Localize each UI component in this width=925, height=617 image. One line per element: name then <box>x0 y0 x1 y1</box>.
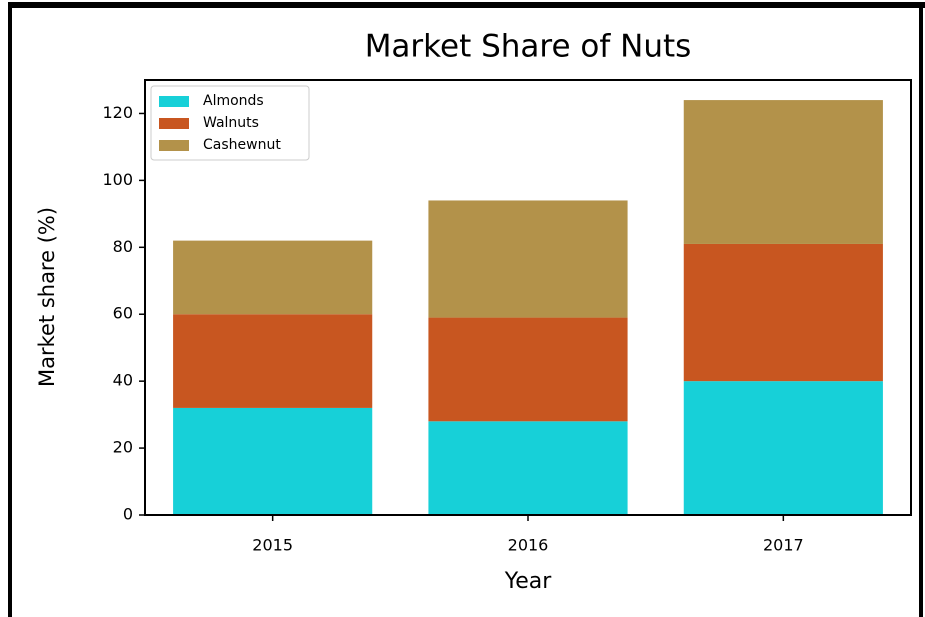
x-tick-label: 2017 <box>763 536 804 555</box>
bar-segment <box>428 421 628 515</box>
y-tick-label: 100 <box>102 170 133 189</box>
legend-swatch <box>159 118 189 129</box>
bar-segment <box>173 314 373 408</box>
legend-box <box>150 85 310 161</box>
chart-title: Market Share of Nuts <box>365 29 692 65</box>
x-tick-label: 2015 <box>252 536 293 555</box>
bar-segment <box>683 381 883 515</box>
bar-segment <box>683 100 883 244</box>
bar-segment <box>428 200 628 318</box>
x-tick-label: 2016 <box>508 536 549 555</box>
legend-label: Cashewnut <box>203 137 281 153</box>
y-tick-label: 60 <box>113 304 133 323</box>
y-tick-label: 80 <box>113 237 133 256</box>
bar-segment <box>173 240 373 315</box>
y-tick-label: 20 <box>113 438 133 457</box>
legend-swatch <box>159 140 189 151</box>
bar-segment <box>173 407 373 515</box>
bar-segment <box>683 243 883 382</box>
legend-label: Almonds <box>203 93 264 109</box>
y-tick-label: 40 <box>113 371 133 390</box>
bar-segment <box>428 317 628 422</box>
legend-label: Walnuts <box>203 115 259 131</box>
legend-swatch <box>159 96 189 107</box>
plot-frame <box>144 79 912 516</box>
x-axis-label: Year <box>504 569 553 594</box>
y-tick-label: 120 <box>102 103 133 122</box>
y-axis-label: Market share (%) <box>35 207 59 387</box>
y-tick-label: 0 <box>123 505 133 524</box>
